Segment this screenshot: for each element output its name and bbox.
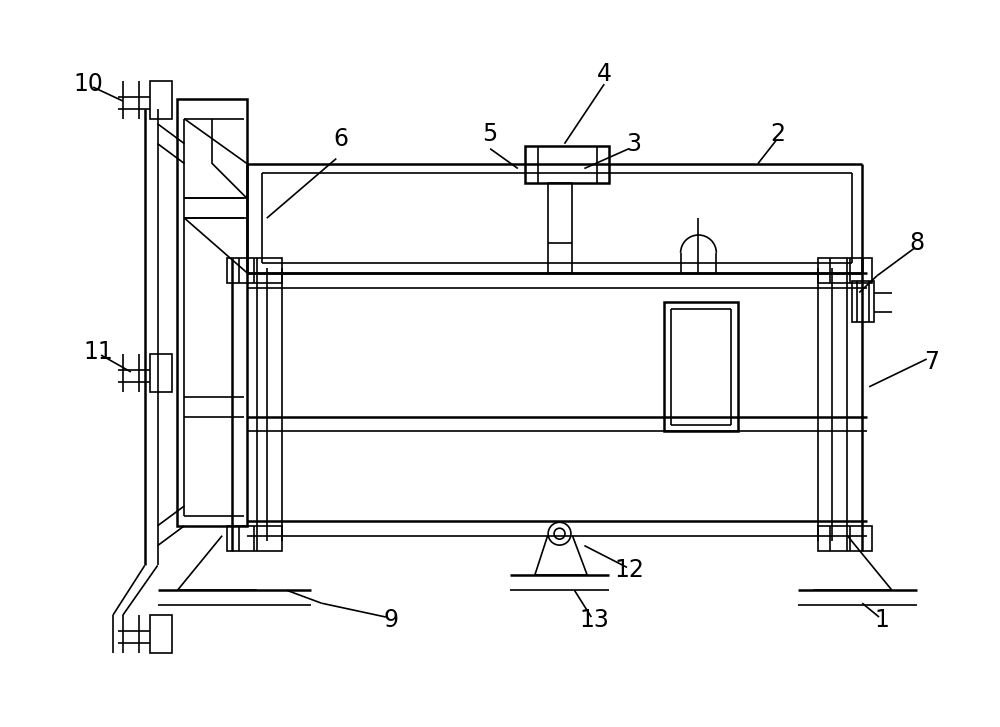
Text: 2: 2 — [770, 121, 785, 146]
Bar — [852, 281, 874, 322]
Text: 6: 6 — [334, 126, 349, 150]
Bar — [177, 99, 247, 526]
Text: 3: 3 — [626, 132, 641, 156]
Text: 12: 12 — [614, 558, 644, 582]
Text: 1: 1 — [875, 608, 889, 632]
Text: 11: 11 — [83, 340, 113, 364]
Text: 7: 7 — [924, 350, 939, 374]
Bar — [664, 302, 738, 432]
Text: 4: 4 — [597, 63, 612, 87]
Bar — [525, 145, 609, 183]
Bar — [227, 258, 282, 283]
Text: 9: 9 — [383, 608, 398, 632]
Bar — [227, 526, 282, 550]
Text: 8: 8 — [909, 231, 924, 255]
Bar — [818, 526, 872, 550]
Bar — [150, 354, 172, 392]
Text: 5: 5 — [482, 121, 498, 146]
Bar — [150, 615, 172, 653]
Bar — [548, 183, 572, 273]
Text: 10: 10 — [73, 72, 103, 96]
Bar — [150, 81, 172, 119]
Text: 13: 13 — [579, 608, 609, 632]
Bar — [818, 258, 872, 283]
